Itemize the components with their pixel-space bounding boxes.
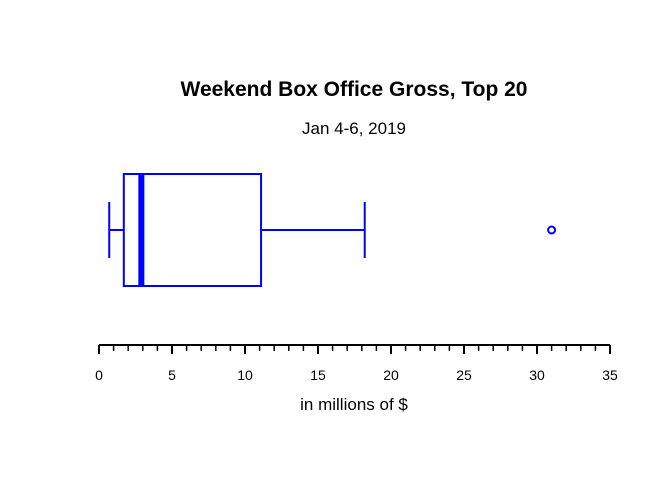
tick-label: 30 xyxy=(529,367,545,383)
tick-label: 5 xyxy=(168,367,176,383)
iqr-box xyxy=(122,173,263,287)
tick-label: 20 xyxy=(383,367,399,383)
chart-title: Weekend Box Office Gross, Top 20 xyxy=(181,78,528,101)
outlier-point xyxy=(547,225,557,235)
plot-area xyxy=(108,173,557,287)
tick-label: 15 xyxy=(310,367,326,383)
chart-subtitle: Jan 4-6, 2019 xyxy=(302,119,406,138)
tick-label: 10 xyxy=(237,367,253,383)
tick-label: 0 xyxy=(95,367,103,383)
tick-label: 25 xyxy=(456,367,472,383)
tick-label: 35 xyxy=(602,367,618,383)
x-axis-label: in millions of $ xyxy=(300,395,408,414)
x-axis: 0 5 10 15 20 25 30 35 xyxy=(95,344,618,383)
